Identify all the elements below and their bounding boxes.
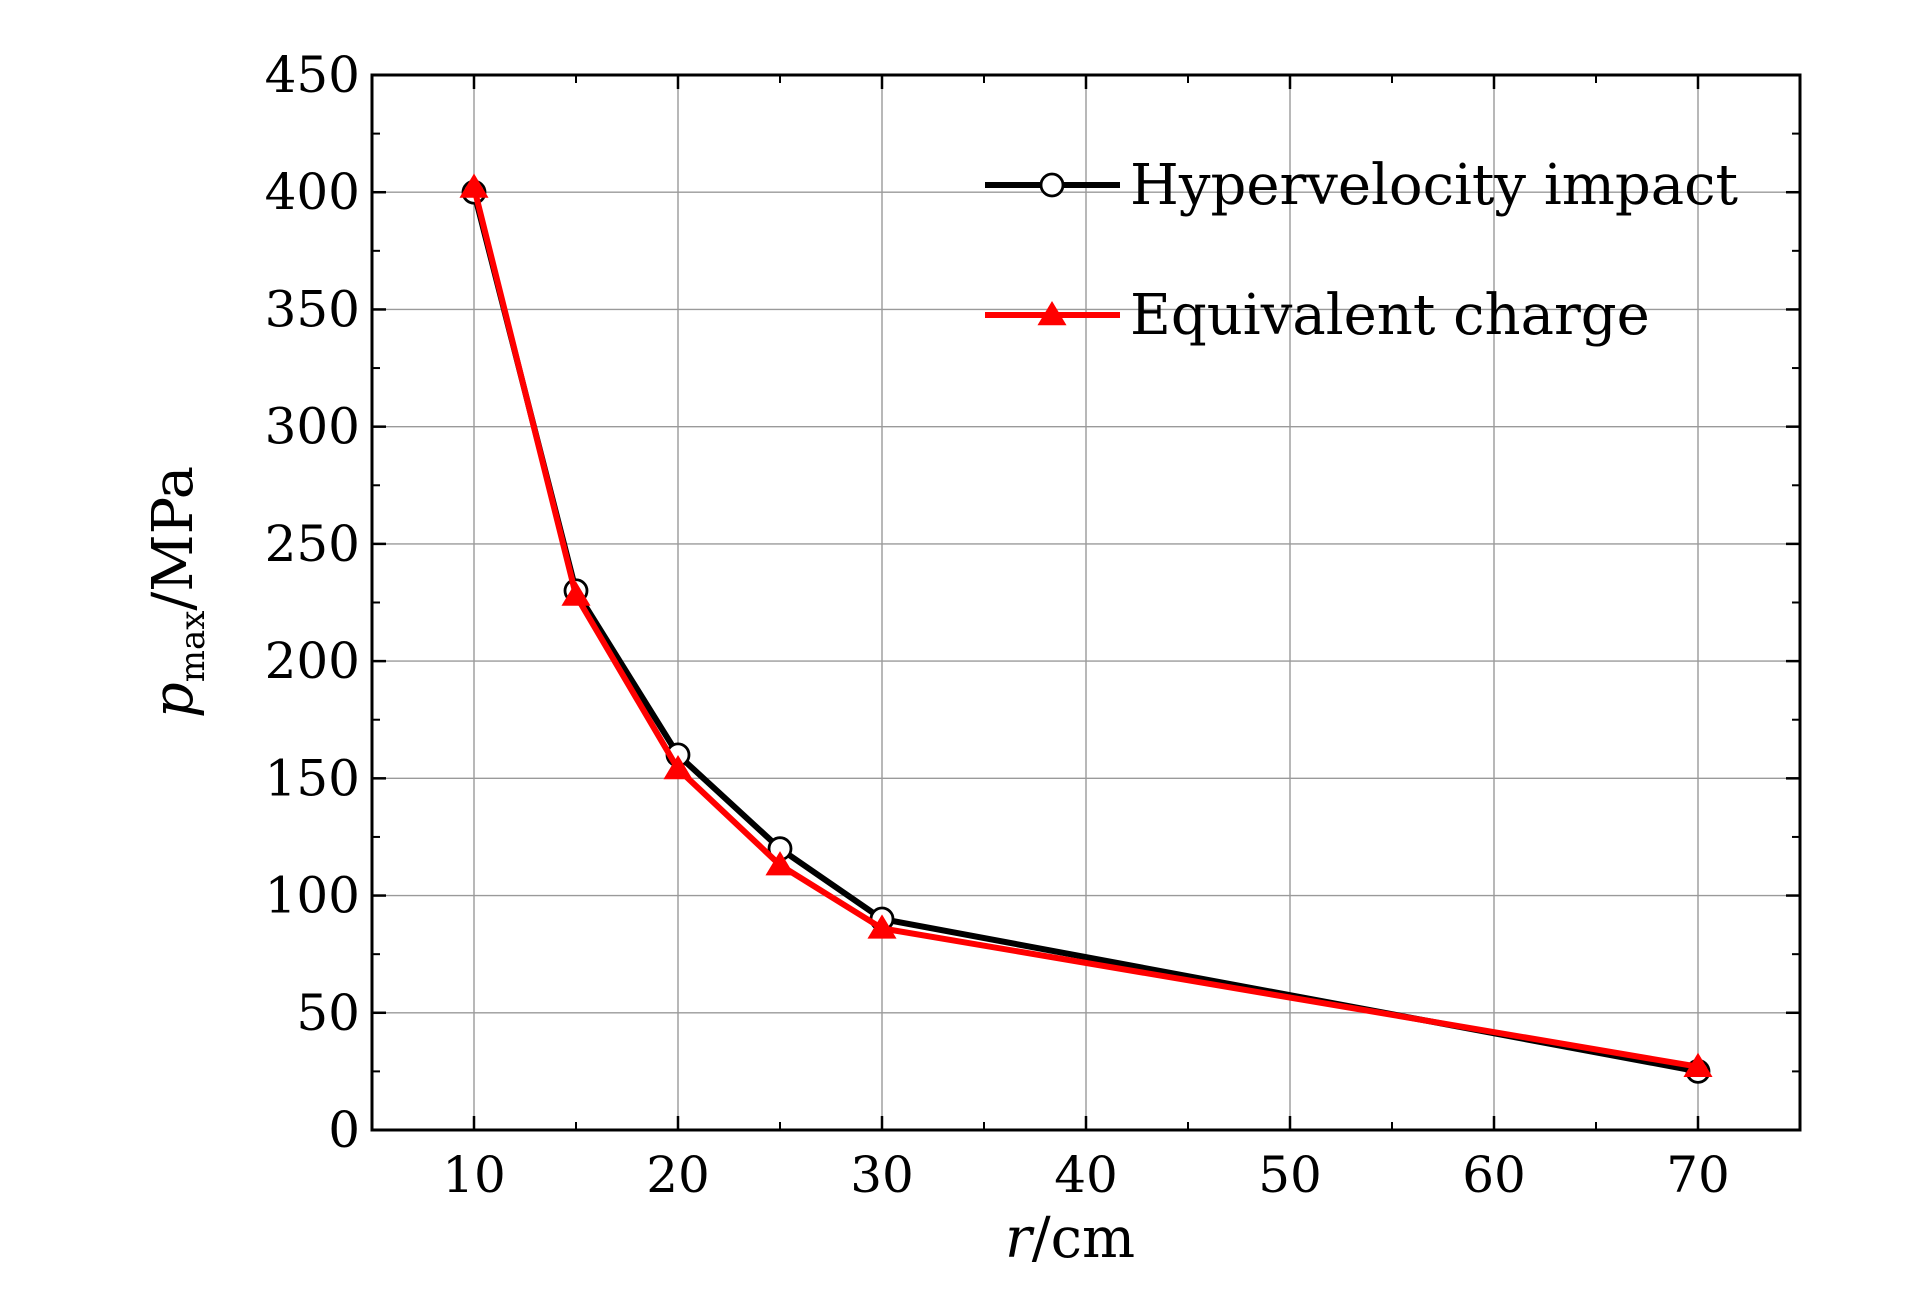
data-point xyxy=(1683,1052,1713,1077)
y-axis-label: pmax/MPa xyxy=(141,466,213,718)
x-axis-unit: /cm xyxy=(1032,1206,1135,1271)
axis-ticks: 10 20 30 40 50 60 70 0 50 100 150 200 250 300 350 400 45… xyxy=(265,46,1800,1204)
x-tick-label: 10 xyxy=(442,1146,506,1204)
data-point xyxy=(867,914,897,939)
legend-entry: Equivalent charge xyxy=(985,283,1650,348)
series-line xyxy=(471,186,1699,1070)
y-tick-label: 150 xyxy=(265,749,360,807)
x-tick-label: 30 xyxy=(850,1146,914,1204)
y-tick-label: 50 xyxy=(296,984,360,1042)
grid-lines xyxy=(372,75,1800,1130)
data-point xyxy=(765,851,795,876)
x-tick-label: 20 xyxy=(646,1146,710,1204)
legend-marker xyxy=(1039,172,1065,198)
x-axis-variable: r xyxy=(1005,1206,1035,1271)
x-axis-label: r/cm xyxy=(1005,1206,1135,1271)
data-point xyxy=(663,754,693,780)
y-tick-label: 250 xyxy=(265,515,360,573)
x-tick-label: 70 xyxy=(1666,1146,1730,1204)
y-tick-label: 400 xyxy=(265,163,360,221)
data-point xyxy=(459,173,489,198)
x-tick-label: 60 xyxy=(1462,1146,1526,1204)
y-tick-label: 350 xyxy=(265,280,360,338)
x-tick-label: 40 xyxy=(1054,1146,1118,1204)
x-tick-label: 50 xyxy=(1258,1146,1322,1204)
y-tick-label: 0 xyxy=(328,1101,360,1159)
data-series xyxy=(459,173,1713,1084)
legend-label: Hypervelocity impact xyxy=(1130,153,1738,218)
legend-entry: Hypervelocity impact xyxy=(985,153,1738,218)
legend-marker xyxy=(1037,301,1067,326)
y-axis-unit: /MPa xyxy=(141,466,206,611)
data-point xyxy=(561,581,591,606)
y-tick-label: 200 xyxy=(265,632,360,690)
series-2 xyxy=(459,173,1713,1077)
legend: Hypervelocity impact Equivalent charge xyxy=(985,153,1738,348)
legend-label: Equivalent charge xyxy=(1130,283,1650,348)
y-tick-label: 300 xyxy=(265,398,360,456)
y-tick-label: 100 xyxy=(265,867,360,925)
y-tick-label: 450 xyxy=(265,46,360,104)
y-axis-variable: p xyxy=(141,682,206,718)
y-axis-subscript: max xyxy=(173,611,213,683)
